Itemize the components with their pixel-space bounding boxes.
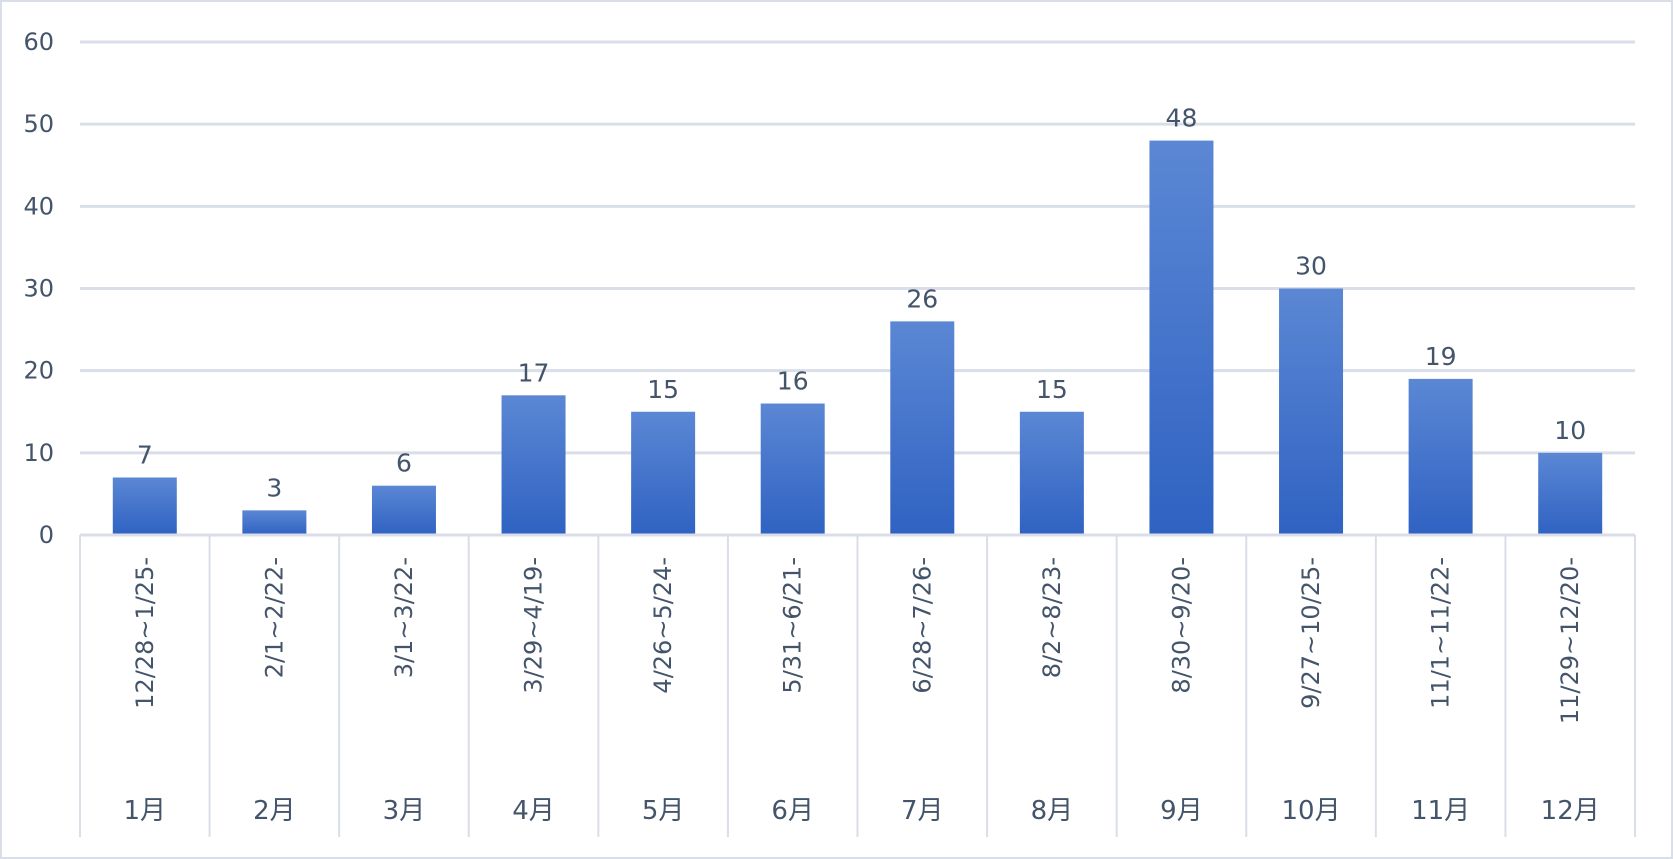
x-group-label: 12月	[1541, 796, 1600, 826]
bar	[631, 411, 696, 535]
bar	[112, 477, 177, 535]
x-group-label: 11月	[1411, 796, 1470, 826]
bars	[112, 140, 1603, 535]
y-tick-label: 0	[39, 521, 54, 549]
bar	[371, 485, 436, 535]
data-label: 30	[1295, 252, 1327, 281]
bar	[1149, 140, 1214, 535]
bar	[760, 403, 825, 535]
x-group-label: 5月	[642, 796, 685, 826]
bar	[242, 510, 307, 535]
x-group-label: 3月	[383, 796, 426, 826]
bar	[1279, 288, 1344, 535]
bar	[890, 321, 955, 535]
bar	[501, 395, 566, 535]
x-tick-label: 2/1~2/22-	[260, 557, 288, 678]
gridlines	[80, 40, 1635, 537]
x-group-label: 10月	[1281, 796, 1340, 826]
data-label: 7	[137, 440, 153, 469]
x-axis: 12/28~1/25- 1月 2/1~2/22- 2月 3/1~3/22- 3月 3/29~…	[79, 533, 1636, 837]
y-tick-label: 20	[23, 357, 54, 385]
x-group-label: 4月	[512, 796, 555, 826]
x-tick-label: 6/28~7/26-	[908, 557, 936, 694]
x-group-label: 7月	[901, 796, 944, 826]
x-tick-label: 5/31~6/21-	[779, 557, 807, 694]
data-label: 15	[647, 375, 679, 404]
y-tick-label: 50	[23, 110, 54, 138]
x-tick-label: 4/26~5/24-	[649, 557, 677, 694]
x-tick-label: 3/1~3/22-	[390, 557, 418, 678]
y-tick-label: 40	[23, 192, 54, 220]
data-label: 6	[396, 449, 412, 478]
x-tick-label: 11/1~11/22-	[1427, 557, 1455, 709]
data-label: 15	[1036, 375, 1068, 404]
data-label: 48	[1166, 104, 1198, 133]
data-label: 26	[906, 284, 938, 313]
data-label: 17	[518, 358, 550, 387]
y-tick-label: 10	[23, 439, 54, 467]
data-label: 19	[1425, 342, 1457, 371]
x-tick-label: 8/2~8/23-	[1038, 557, 1066, 678]
y-tick-label: 60	[23, 28, 54, 56]
x-tick-label: 9/27~10/25-	[1297, 557, 1325, 709]
x-group-label: 2月	[253, 796, 296, 826]
x-tick-label: 8/30~9/20-	[1167, 557, 1195, 694]
data-label: 16	[777, 367, 809, 396]
data-label: 3	[266, 473, 282, 502]
x-group-label: 8月	[1031, 796, 1074, 826]
x-tick-label: 12/28~1/25-	[131, 557, 159, 709]
bar	[1538, 452, 1603, 535]
x-group-label: 9月	[1160, 796, 1203, 826]
data-labels: 7 3 6 17 15 16 26 15 48 30 19 10	[137, 104, 1586, 503]
x-group-label: 1月	[124, 796, 167, 826]
y-axis-ticks: 0 10 20 30 40 50 60	[23, 28, 54, 549]
x-group-label: 6月	[771, 796, 814, 826]
bar	[1408, 378, 1473, 535]
bar	[1019, 411, 1084, 535]
y-tick-label: 30	[23, 275, 54, 303]
data-label: 10	[1554, 416, 1586, 445]
x-tick-label: 11/29~12/20-	[1556, 557, 1584, 724]
x-tick-label: 3/29~4/19-	[520, 557, 548, 694]
